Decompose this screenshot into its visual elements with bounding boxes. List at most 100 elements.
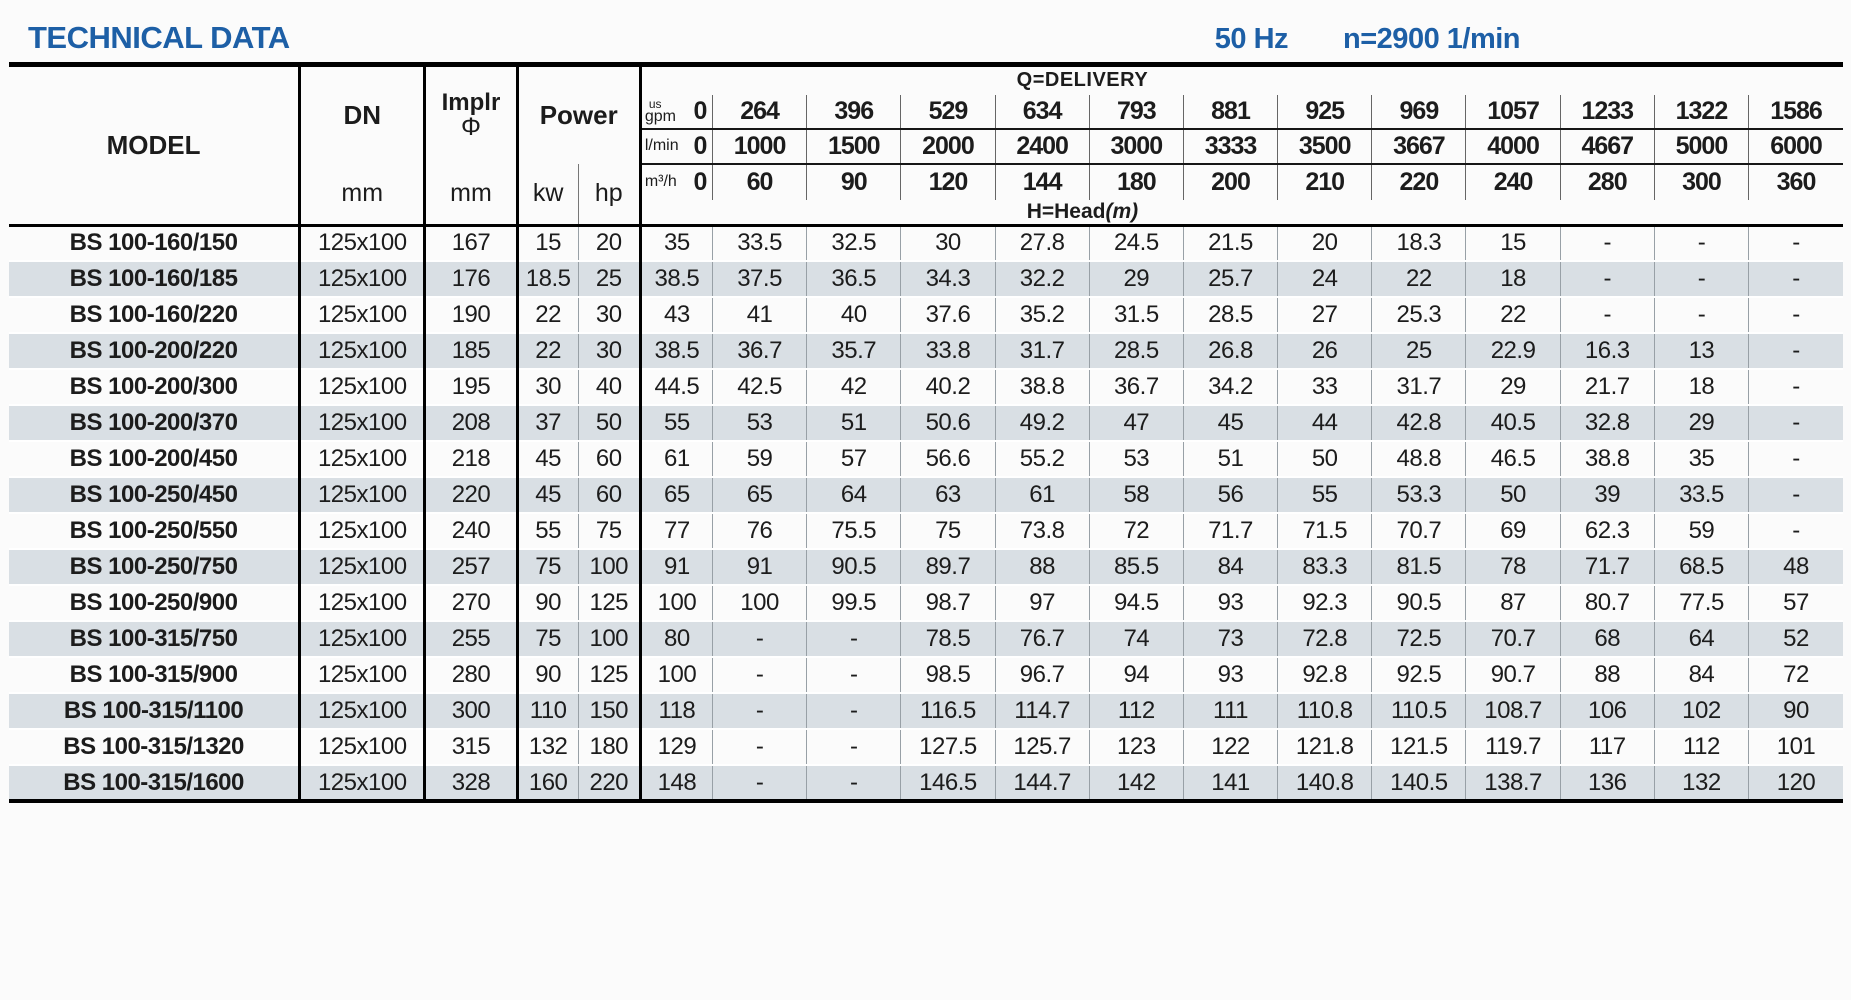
head-value-cell: 56 xyxy=(1182,477,1278,513)
head-value-cell: 57 xyxy=(806,441,901,477)
head-value-cell: 73.8 xyxy=(994,513,1090,549)
head-value-cell: 51 xyxy=(1182,441,1278,477)
head-value-cell: 49.2 xyxy=(994,405,1090,441)
impeller-diameter-cell: 300 xyxy=(424,693,519,729)
head-value-cell: 48.8 xyxy=(1371,441,1466,477)
head-value-cell: 44.5 xyxy=(654,373,700,400)
q-row-lmin: l/min 0 1000 1500 2000 2400 3000 3333 3500 3667… xyxy=(9,128,1843,165)
head-value-cell: 21.5 xyxy=(1182,225,1278,261)
head-value-cell: - xyxy=(1748,441,1843,477)
head-value-cell: 31.7 xyxy=(1371,369,1466,405)
table-row: BS 100-200/220 125x100 185 22 30 38.5 36.… xyxy=(9,333,1843,369)
head-value-cell: 77.5 xyxy=(1653,585,1749,621)
head-value-cell: 144.7 xyxy=(994,765,1090,801)
head-value-cell: 127.5 xyxy=(900,729,996,765)
head-value-cell: 88 xyxy=(994,549,1090,585)
head-value-cell: 94.5 xyxy=(1088,585,1184,621)
header-bar: TECHNICAL DATA 50 Hz n=2900 1/min xyxy=(0,0,1851,62)
impeller-diameter-cell: 195 xyxy=(424,369,519,405)
head-value-cell: 55 xyxy=(1277,477,1372,513)
head-value-cell: - xyxy=(1748,477,1843,513)
model-cell: BS 100-200/220 xyxy=(9,333,302,369)
head-value-cell: 26 xyxy=(1277,333,1372,369)
head-value-cell: 136 xyxy=(1559,765,1655,801)
head-value-cell: 132 xyxy=(1653,765,1749,801)
head-value-cell: 102 xyxy=(1653,693,1749,729)
delivery-title: Q=DELIVERY xyxy=(1016,69,1149,92)
head-value-cell: 75 xyxy=(900,513,996,549)
q-header-value: 300 xyxy=(1653,163,1749,200)
head-value-cell: 90.5 xyxy=(806,549,901,585)
head-value-cell: 18 xyxy=(1465,261,1561,297)
unit-m3h: m³/h xyxy=(644,173,677,190)
head-value-cell: 118 xyxy=(658,697,696,724)
head-value-cell: 84 xyxy=(1182,549,1278,585)
model-cell: BS 100-250/550 xyxy=(9,513,302,549)
head-value-cell: 110.8 xyxy=(1277,693,1372,729)
q-lmin-first-cell: l/min 0 xyxy=(640,128,713,165)
head-value-cell: 93 xyxy=(1182,657,1278,693)
q-header-value: 180 xyxy=(1088,163,1184,200)
head-value-cell: 53 xyxy=(1088,441,1184,477)
head-value-cell: 27.8 xyxy=(994,225,1090,261)
q-header-value: 634 xyxy=(994,94,1090,130)
model-cell: BS 100-315/1600 xyxy=(9,765,302,801)
head-value-cell: 64 xyxy=(806,477,901,513)
impeller-diameter-cell: 280 xyxy=(424,657,519,693)
head-value-cell: 30 xyxy=(900,225,996,261)
head-value-cell: - xyxy=(806,729,901,765)
head-value-cell: 78.5 xyxy=(900,621,996,657)
head-value-cell: 74 xyxy=(1088,621,1184,657)
head-value-cell: 62.3 xyxy=(1559,513,1655,549)
q-header-value: 1000 xyxy=(711,128,807,165)
table-row: BS 100-160/220 125x100 190 22 30 43 41 40 3… xyxy=(9,297,1843,333)
table-row: BS 100-315/1320 125x100 315 132 180 129-… xyxy=(9,729,1843,765)
head-value-cell: 61 xyxy=(994,477,1090,513)
head-value-cell: 40.5 xyxy=(1465,405,1561,441)
head-value-cell: - xyxy=(806,621,901,657)
impeller-diameter-cell: 220 xyxy=(424,477,519,513)
power-kw-cell: 37 xyxy=(535,409,561,436)
q-row-usgpm: us gpm 0 264 396 529 634 793 881 925 969 1057 123… xyxy=(9,94,1843,130)
head-value-cell: - xyxy=(806,765,901,801)
power-hp-cell: 125 xyxy=(577,585,642,621)
head-value-cell: 71.7 xyxy=(1559,549,1655,585)
q-header-value: 2400 xyxy=(994,128,1090,165)
q-header-value: 0 xyxy=(693,96,708,125)
head-value-cell: 91 xyxy=(664,553,690,580)
q-header-value: 925 xyxy=(1277,94,1372,130)
impeller-diameter-cell: 190 xyxy=(424,297,519,333)
head-value-cell: 36.7 xyxy=(711,333,807,369)
head-value-cell: 32.8 xyxy=(1559,405,1655,441)
head-value-cell: 116.5 xyxy=(900,693,996,729)
model-cell: BS 100-315/1320 xyxy=(9,729,302,765)
head-value-cell: 38.8 xyxy=(994,369,1090,405)
head-value-cell: 72.8 xyxy=(1277,621,1372,657)
impeller-diameter-cell: 176 xyxy=(424,261,519,297)
q-header-value: 1322 xyxy=(1653,94,1749,130)
power-hp-cell: 75 xyxy=(577,513,642,549)
q-header-value: 220 xyxy=(1371,163,1466,200)
head-value-cell: 33.5 xyxy=(711,225,807,261)
head-value-cell: 90 xyxy=(1748,693,1843,729)
head-value-cell: - xyxy=(1748,261,1843,297)
impeller-diameter-cell: 185 xyxy=(424,333,519,369)
head-value-cell: 24.5 xyxy=(1088,225,1184,261)
power-hp-cell: 25 xyxy=(577,261,642,297)
head-value-cell: 42 xyxy=(806,369,901,405)
head-value-cell: 20 xyxy=(1277,225,1372,261)
column-header-impeller: Implr Φ xyxy=(424,64,519,164)
head-value-cell: 50.6 xyxy=(900,405,996,441)
head-value-cell: - xyxy=(711,693,807,729)
head-value-cell: 32.2 xyxy=(994,261,1090,297)
frequency-label: 50 Hz xyxy=(1214,23,1289,55)
head-value-cell: 13 xyxy=(1653,333,1749,369)
q-header-value: 0 xyxy=(693,131,708,160)
head-value-cell: 21.7 xyxy=(1559,369,1655,405)
head-value-cell: 28.5 xyxy=(1088,333,1184,369)
head-value-cell: 32.5 xyxy=(806,225,901,261)
head-value-cell: 69 xyxy=(1465,513,1561,549)
head-value-cell: 53.3 xyxy=(1371,477,1466,513)
head-value-cell: 125.7 xyxy=(994,729,1090,765)
model-cell: BS 100-315/1100 xyxy=(9,693,302,729)
